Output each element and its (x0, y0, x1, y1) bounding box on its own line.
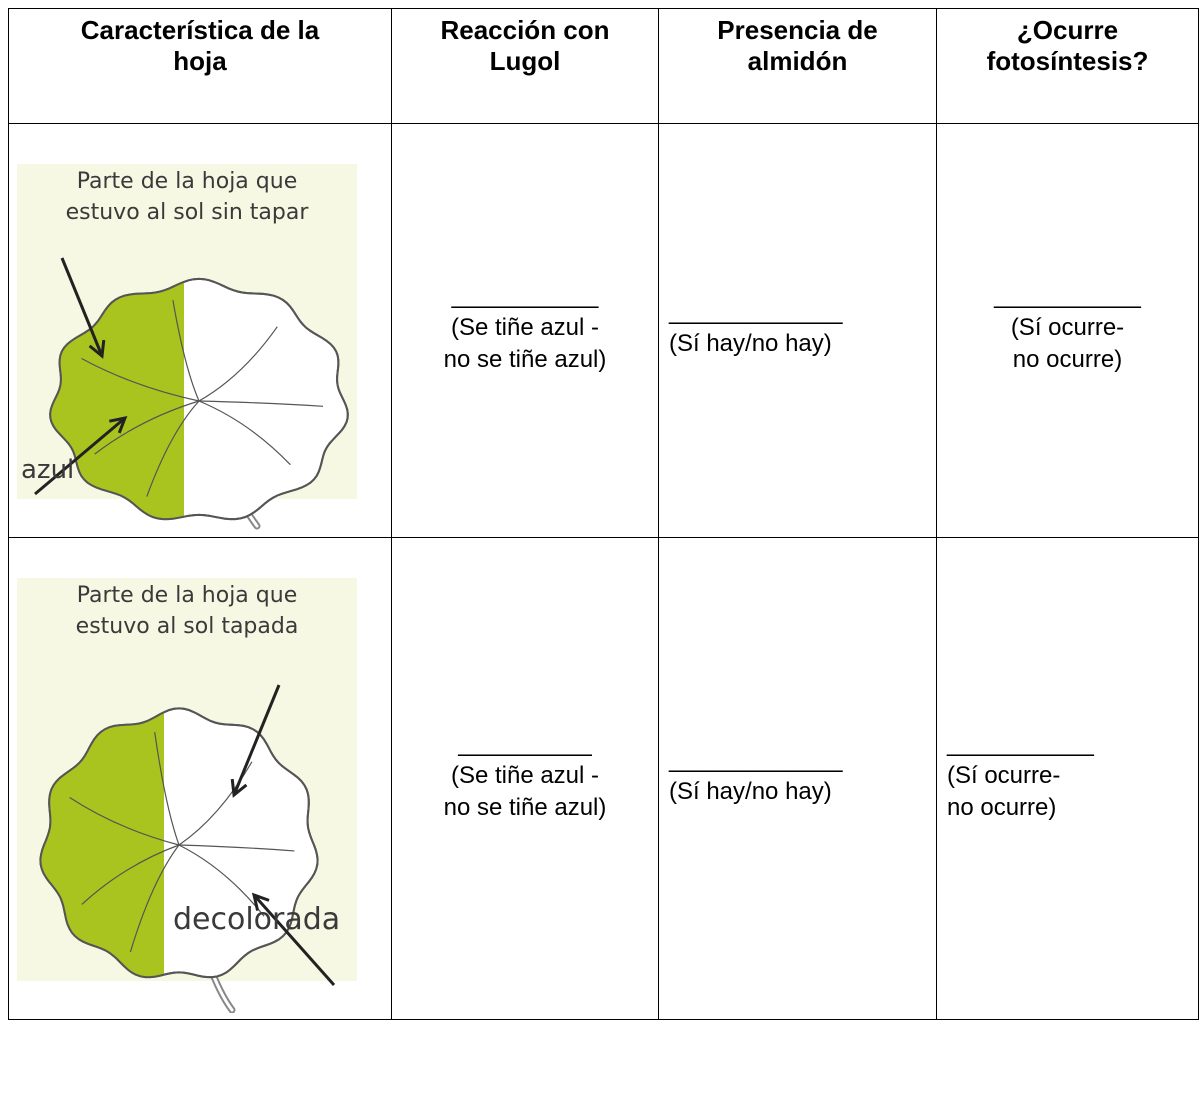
answer-blank: __________ (458, 729, 592, 757)
vein (81, 357, 200, 402)
image-cell: Parte de la hoja que estuvo al sol tapad… (8, 537, 392, 1020)
answer-hint: (Se tiñe azul - no se tiñe azul) (443, 761, 607, 821)
answer-cell: ___________ (Se tiñe azul - no se tiñe az… (391, 123, 659, 538)
answer-blank: ___________ (451, 281, 599, 309)
image-cell: Parte de la hoja que estuvo al sol sin t… (8, 123, 392, 538)
vein (172, 300, 200, 402)
header-cell: Característica de la hoja (8, 8, 392, 124)
leaf-drawing (34, 257, 349, 530)
vein (94, 400, 200, 455)
page: Característica de la hoja Reacción con L… (8, 8, 1199, 1020)
figure-label: azul (21, 455, 75, 485)
vein (178, 761, 253, 846)
answer-hint: (Sí ocurre- no ocurre) (947, 761, 1061, 821)
vein (198, 326, 278, 402)
vein (178, 844, 295, 852)
arrow-head (88, 339, 106, 359)
vein (146, 400, 200, 497)
arrow-line (60, 257, 104, 357)
header-cell: Reacción con Lugol (391, 8, 659, 124)
vein (69, 796, 180, 846)
arrow-line (34, 416, 126, 496)
answer-blank: _____________ (669, 745, 843, 773)
answer-blank: _____________ (669, 297, 843, 325)
answer-hint: (Sí hay/no hay) (669, 777, 832, 805)
leaf-green (50, 281, 184, 520)
arrow-head (230, 778, 248, 798)
header-cell: Presencia de almidón (658, 8, 937, 124)
leaf-outline (49, 277, 349, 521)
worksheet-table: Característica de la hoja Reacción con L… (8, 8, 1199, 1020)
figure-caption: Parte de la hoja que estuvo al sol tapad… (75, 583, 299, 639)
answer-cell: ___________ (Sí ocurre- no ocurre) (936, 537, 1199, 1020)
answer-cell: ___________ (Sí ocurre- no ocurre) (936, 123, 1199, 538)
leaf-figure: Parte de la hoja que estuvo al sol sin t… (17, 164, 357, 530)
leaf-figure: Parte de la hoja que estuvo al sol tapad… (17, 578, 357, 1013)
answer-cell: __________ (Se tiñe azul - no se tiñe azu… (391, 537, 659, 1020)
answer-hint: (Sí hay/no hay) (669, 329, 832, 357)
header-cell: ¿Ocurre fotosíntesis? (936, 8, 1199, 124)
arrow-head (109, 415, 128, 434)
row: Parte de la hoja que estuvo al sol sin t… (8, 123, 1199, 538)
answer-hint: (Sí ocurre- no ocurre) (1010, 313, 1125, 373)
figure-caption: Parte de la hoja que estuvo al sol sin t… (65, 169, 309, 225)
figure-label: decolorada (173, 902, 341, 937)
answer-blank: ___________ (947, 729, 1094, 757)
vein (154, 732, 180, 846)
answer-cell: _____________ (Sí hay/no hay) (658, 537, 937, 1020)
leaf-drawing (39, 684, 336, 1013)
arrow-line (232, 684, 281, 796)
row: Parte de la hoja que estuvo al sol tapad… (8, 537, 1199, 1020)
vein (198, 400, 324, 407)
answer-blank: ___________ (994, 281, 1141, 309)
answer-cell: _____________ (Sí hay/no hay) (658, 123, 937, 538)
vein (198, 400, 291, 466)
answer-hint: (Se tiñe azul - no se tiñe azul) (443, 313, 607, 373)
header-row: Característica de la hoja Reacción con L… (8, 8, 1199, 124)
